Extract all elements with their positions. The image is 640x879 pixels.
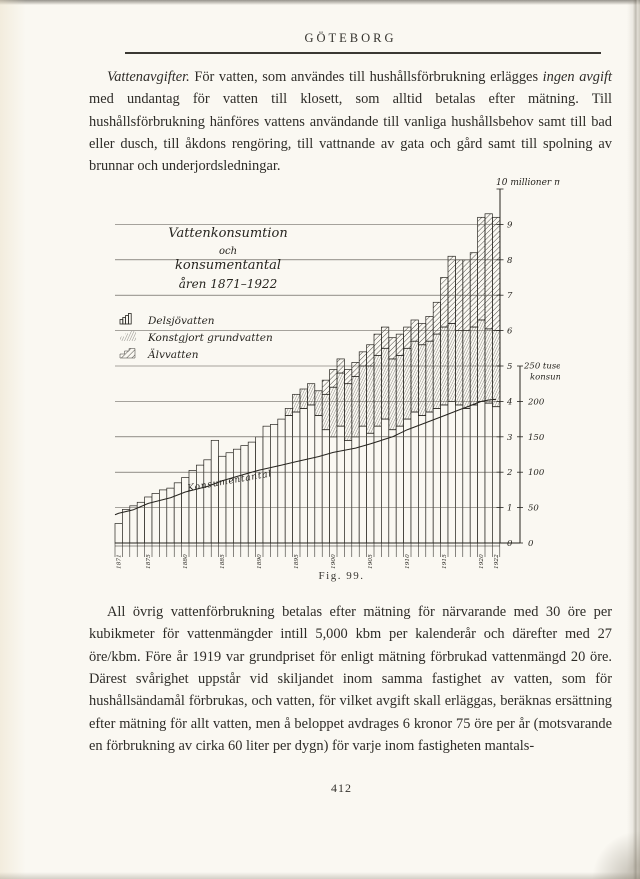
svg-text:100: 100 <box>528 468 545 478</box>
gridlines-group <box>115 224 500 508</box>
svg-text:1890: 1890 <box>257 554 263 569</box>
svg-text:Vattenkonsumtion: Vattenkonsumtion <box>168 226 288 241</box>
scan-edge-bottom <box>0 872 640 879</box>
svg-text:Älvvatten: Älvvatten <box>147 347 199 361</box>
svg-text:3: 3 <box>507 433 512 443</box>
page-number: 412 <box>331 781 352 795</box>
header-rule <box>125 52 601 54</box>
svg-text:1910: 1910 <box>405 554 411 569</box>
svg-text:Konstgjort grundvatten: Konstgjort grundvatten <box>147 332 273 344</box>
svg-text:2: 2 <box>506 468 512 478</box>
svg-text:7: 7 <box>507 291 513 301</box>
svg-text:0: 0 <box>528 539 534 549</box>
svg-text:10 millioner m³: 10 millioner m³ <box>496 178 560 188</box>
scan-corner-shadow <box>570 809 640 879</box>
svg-text:200: 200 <box>527 397 545 407</box>
running-head: GÖTEBORG <box>304 31 397 45</box>
chart-legend-group: Delsjövatten Konstgjort grundvatten Älvvat… <box>119 313 273 361</box>
svg-text:0: 0 <box>507 539 513 549</box>
svg-text:8: 8 <box>507 256 513 266</box>
svg-text:1: 1 <box>507 504 512 514</box>
svg-text:4: 4 <box>506 397 512 407</box>
svg-text:50: 50 <box>528 504 539 514</box>
svg-text:1915: 1915 <box>442 554 448 569</box>
x-axis-group: 1871 1875 1880 1885 1890 1895 1900 1905 1910 1915… <box>114 542 520 569</box>
bars-group <box>114 213 501 544</box>
paragraph-water-fees: Vattenavgifter. För vatten, som användes… <box>89 66 612 178</box>
svg-text:5: 5 <box>507 362 512 372</box>
svg-text:åren 1871–1922: åren 1871–1922 <box>179 276 278 291</box>
svg-text:150: 150 <box>528 433 545 443</box>
svg-text:konsumentantal: konsumentantal <box>175 258 281 273</box>
scan-page-edge <box>627 0 640 879</box>
scan-edge-left <box>0 0 26 879</box>
figure-caption: Fig. 99. <box>318 570 365 582</box>
svg-text:och: och <box>219 246 237 257</box>
paragraph1-part2: med undantag för vatten till klosett, so… <box>89 91 612 175</box>
svg-text:1895: 1895 <box>294 554 300 569</box>
svg-text:1880: 1880 <box>183 554 189 569</box>
consumers-axis-group: 0 50 100 150 200 250 tusenkonsumenter <box>517 362 560 549</box>
svg-text:1871: 1871 <box>116 554 122 569</box>
svg-text:6: 6 <box>507 327 513 337</box>
svg-text:1900: 1900 <box>331 554 337 569</box>
scan-edge-top <box>0 0 640 5</box>
svg-text:konsumenter: konsumenter <box>530 373 560 383</box>
svg-text:250 tusen: 250 tusen <box>523 362 560 372</box>
paragraph1-part1: För vatten, som användes till hushållsfö… <box>189 69 543 85</box>
figure-99-chart: 1871 1875 1880 1885 1890 1895 1900 1905 1910 1915… <box>114 178 560 569</box>
volume-axis-group: 0 1 2 3 4 5 6 7 8 9 10 millioner m³ <box>496 178 560 549</box>
svg-text:1920: 1920 <box>479 554 485 569</box>
svg-text:Delsjövatten: Delsjövatten <box>147 315 215 327</box>
paragraph1-lead-italic: Vattenavgifter. <box>107 69 190 85</box>
svg-text:1885: 1885 <box>220 554 226 569</box>
svg-text:1875: 1875 <box>146 554 152 569</box>
svg-text:9: 9 <box>507 220 513 230</box>
paragraph1-italic-phrase: ingen avgift <box>542 69 612 85</box>
svg-text:1922: 1922 <box>494 554 500 569</box>
svg-text:1905: 1905 <box>368 554 374 569</box>
paragraph-metering: All övrig vattenförbrukning betalas efte… <box>89 604 612 755</box>
